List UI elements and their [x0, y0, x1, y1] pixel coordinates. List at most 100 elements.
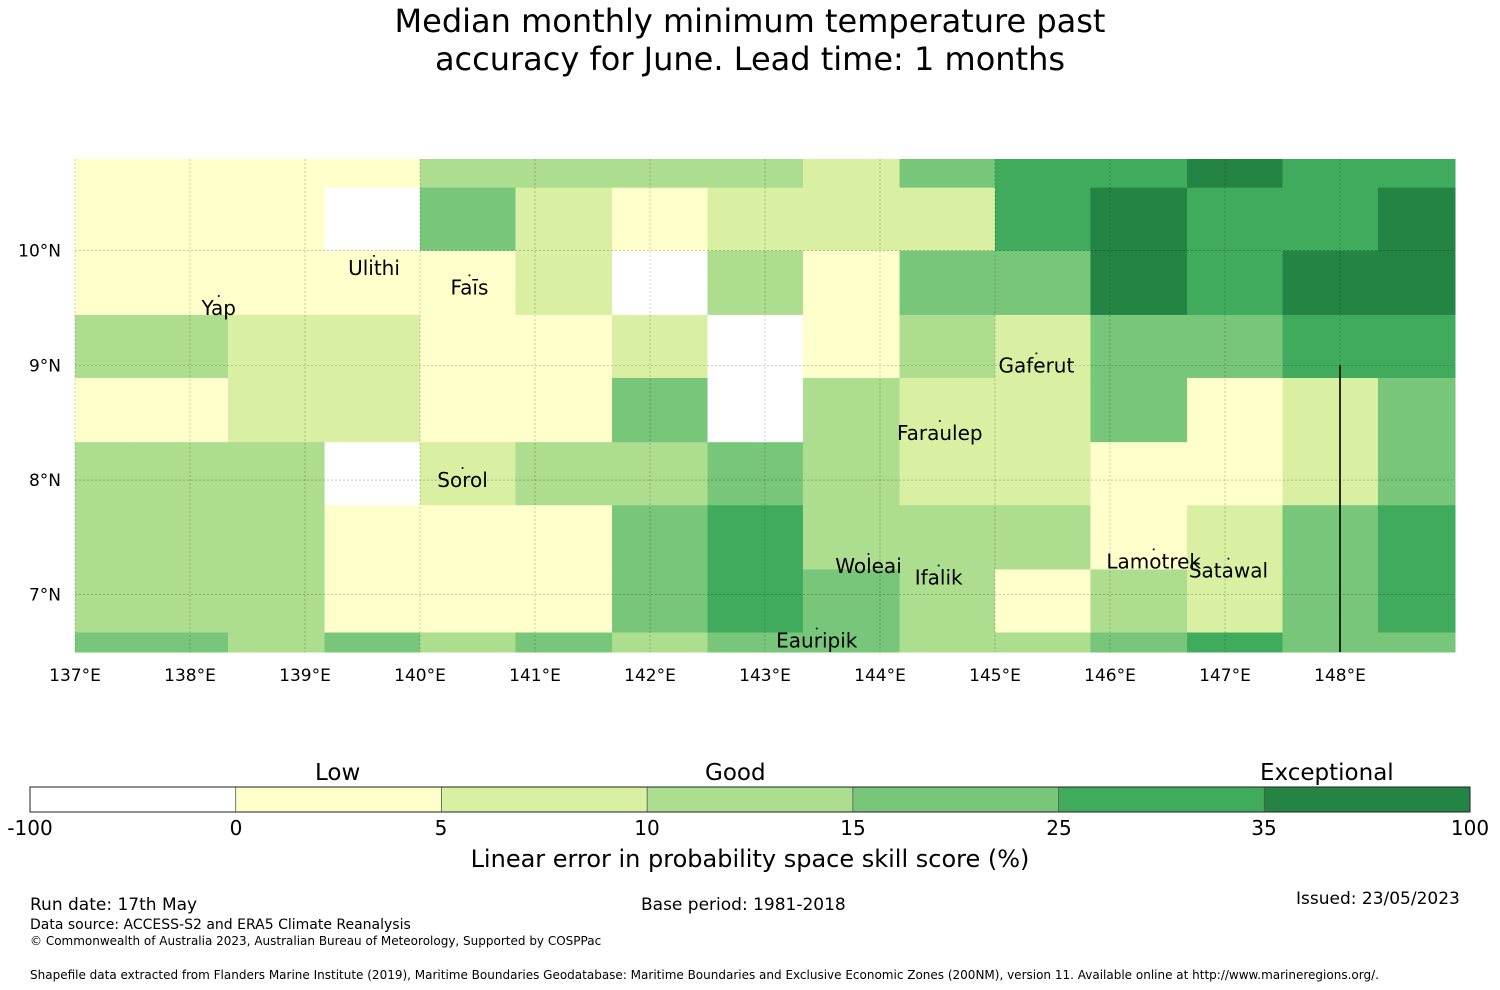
place-label: Eauripik — [776, 629, 858, 653]
colorbar-segment — [235, 787, 442, 812]
lon-tick-label: 140°E — [394, 666, 446, 686]
skill-cell — [1377, 505, 1456, 570]
skill-cell — [899, 632, 996, 653]
skill-cell — [1187, 442, 1283, 506]
colorbar-title: Linear error in probability space skill … — [470, 845, 1030, 873]
skill-cell — [802, 250, 901, 316]
colorbar-tick-label: 35 — [1251, 816, 1277, 840]
skill-cell — [612, 569, 708, 634]
skill-cell — [515, 377, 613, 443]
skill-cell — [324, 442, 421, 506]
skill-cell — [1377, 569, 1456, 634]
skill-cell — [324, 632, 421, 653]
skill-cell — [1090, 314, 1188, 379]
skill-cell — [515, 314, 613, 379]
skill-cell — [802, 377, 901, 443]
skill-cell — [1282, 187, 1379, 252]
skill-cell — [1187, 159, 1283, 189]
lat-tick-label: 9°N — [29, 356, 61, 376]
place-label: Woleai — [835, 554, 902, 578]
place-label: Gaferut — [998, 353, 1074, 377]
skill-cell — [802, 314, 901, 379]
skill-cell — [1187, 505, 1283, 570]
place-label: Faraulep — [897, 421, 983, 445]
skill-cell — [420, 314, 516, 379]
skill-cell — [324, 569, 421, 634]
lon-tick-label: 143°E — [739, 666, 791, 686]
skill-cell — [420, 159, 516, 189]
skill-cell — [707, 250, 804, 316]
skill-cell — [75, 569, 133, 634]
skill-cell — [707, 632, 804, 653]
skill-cell — [1090, 187, 1188, 252]
island-marker — [468, 274, 471, 277]
island-marker — [937, 564, 940, 567]
skill-cell — [75, 505, 133, 570]
colorbar-segment — [647, 787, 853, 812]
lon-tick-label: 147°E — [1199, 666, 1251, 686]
skill-cell — [1282, 314, 1379, 379]
lon-tick-label: 145°E — [969, 666, 1021, 686]
skill-cell — [1377, 314, 1456, 379]
place-label: Lamotrek — [1106, 549, 1201, 573]
skill-cell — [1282, 377, 1379, 443]
skill-cell — [995, 187, 1091, 252]
shapefile-credit: Shapefile data extracted from Flanders M… — [30, 968, 1379, 982]
colorbar-tick-label: 15 — [840, 816, 866, 840]
skill-cell — [899, 314, 996, 379]
place-label: Faīs — [450, 275, 488, 299]
skill-cell — [899, 250, 996, 316]
colorbar-segment — [30, 787, 236, 812]
skill-cell — [802, 632, 901, 653]
skill-cell — [324, 505, 421, 570]
skill-cell — [1187, 377, 1283, 443]
skill-cell — [1377, 159, 1456, 189]
place-label: Satawal — [1189, 559, 1268, 583]
skill-cell — [612, 632, 708, 653]
skill-cell — [1377, 632, 1456, 653]
skill-cell — [1187, 250, 1283, 316]
skill-cell — [899, 569, 996, 634]
skill-cell — [227, 632, 326, 653]
copyright: © Commonwealth of Australia 2023, Austra… — [30, 934, 602, 948]
colorbar-frame — [29, 786, 1471, 813]
island-marker — [461, 467, 464, 470]
skill-cell — [132, 314, 229, 379]
skill-cell — [707, 187, 804, 252]
skill-cell — [612, 377, 708, 443]
lon-tick-label: 138°E — [164, 666, 216, 686]
skill-cell — [1090, 569, 1188, 634]
skill-cell — [324, 314, 421, 379]
skill-cell — [420, 187, 516, 252]
colorbar-tick-label: 100 — [1450, 816, 1490, 840]
colorbar-category-good: Good — [705, 760, 766, 786]
skill-cell — [1377, 250, 1456, 316]
skill-cell — [995, 505, 1091, 570]
skill-cell — [132, 632, 229, 653]
skill-cell — [995, 632, 1091, 653]
skill-cell — [707, 314, 804, 379]
skill-cell — [995, 569, 1091, 634]
colorbar-tick-label: 10 — [634, 816, 660, 840]
skill-cell — [612, 505, 708, 570]
skill-cell — [899, 377, 996, 443]
lon-tick-label: 148°E — [1314, 666, 1366, 686]
skill-cell — [1377, 442, 1456, 506]
skill-cell — [1090, 505, 1188, 570]
skill-cell — [899, 442, 996, 506]
skill-cell — [515, 187, 613, 252]
skill-cell — [420, 250, 516, 316]
skill-cell — [420, 377, 516, 443]
skill-cell — [324, 377, 421, 443]
island-marker — [938, 420, 941, 423]
skill-cell — [802, 505, 901, 570]
skill-cell — [1187, 569, 1283, 634]
skill-cell — [324, 159, 421, 189]
skill-cell — [1090, 377, 1188, 443]
skill-cell — [227, 442, 326, 506]
skill-cell — [227, 314, 326, 379]
skill-cell — [132, 377, 229, 443]
skill-cell — [1377, 187, 1456, 252]
island-marker — [1035, 352, 1038, 355]
